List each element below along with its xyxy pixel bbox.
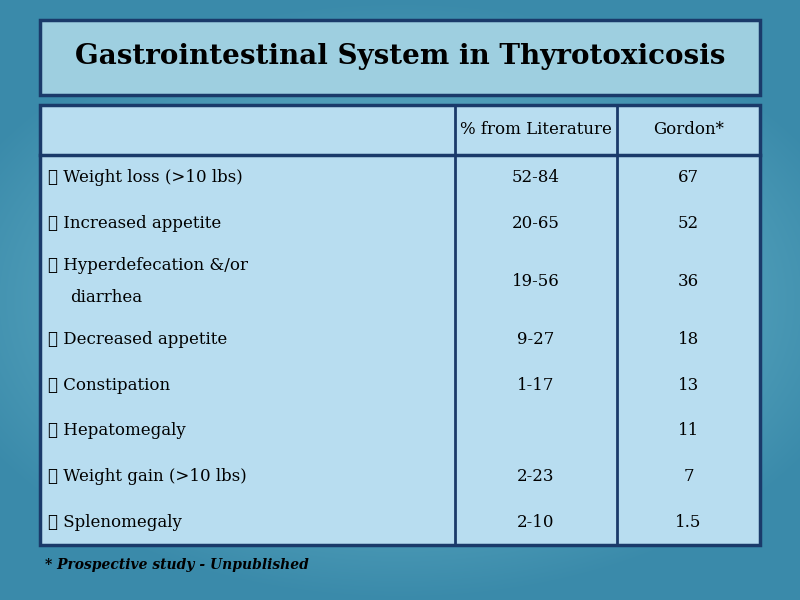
Text: Gastrointestinal System in Thyrotoxicosis: Gastrointestinal System in Thyrotoxicosi… <box>75 43 725 70</box>
Text: 9-27: 9-27 <box>518 331 554 348</box>
Text: ❖ Weight gain (>10 lbs): ❖ Weight gain (>10 lbs) <box>48 468 246 485</box>
Text: diarrhea: diarrhea <box>70 289 142 307</box>
Text: 13: 13 <box>678 377 699 394</box>
Text: % from Literature: % from Literature <box>460 121 612 139</box>
Text: ❖ Weight loss (>10 lbs): ❖ Weight loss (>10 lbs) <box>48 169 242 187</box>
Text: 36: 36 <box>678 273 699 290</box>
Text: ❖ Hyperdefecation &/or: ❖ Hyperdefecation &/or <box>48 257 248 274</box>
Text: 2-10: 2-10 <box>518 514 554 530</box>
Text: 7: 7 <box>683 468 694 485</box>
Text: 20-65: 20-65 <box>512 215 560 232</box>
Text: 52-84: 52-84 <box>512 169 560 187</box>
Text: 67: 67 <box>678 169 699 187</box>
Text: * Prospective study - Unpublished: * Prospective study - Unpublished <box>45 558 309 572</box>
Text: ❖ Decreased appetite: ❖ Decreased appetite <box>48 331 227 348</box>
Text: ❖ Splenomegaly: ❖ Splenomegaly <box>48 514 182 530</box>
Bar <box>40 105 760 545</box>
Text: ❖ Constipation: ❖ Constipation <box>48 377 170 394</box>
Bar <box>40 20 760 95</box>
Text: 2-23: 2-23 <box>518 468 554 485</box>
Text: ❖ Increased appetite: ❖ Increased appetite <box>48 215 222 232</box>
Text: 52: 52 <box>678 215 699 232</box>
Text: 1.5: 1.5 <box>675 514 702 530</box>
Text: Gordon*: Gordon* <box>653 121 724 139</box>
Text: ❖ Hepatomegaly: ❖ Hepatomegaly <box>48 422 186 439</box>
Text: 1-17: 1-17 <box>518 377 554 394</box>
Text: 18: 18 <box>678 331 699 348</box>
Text: 19-56: 19-56 <box>512 273 560 290</box>
Text: 11: 11 <box>678 422 699 439</box>
